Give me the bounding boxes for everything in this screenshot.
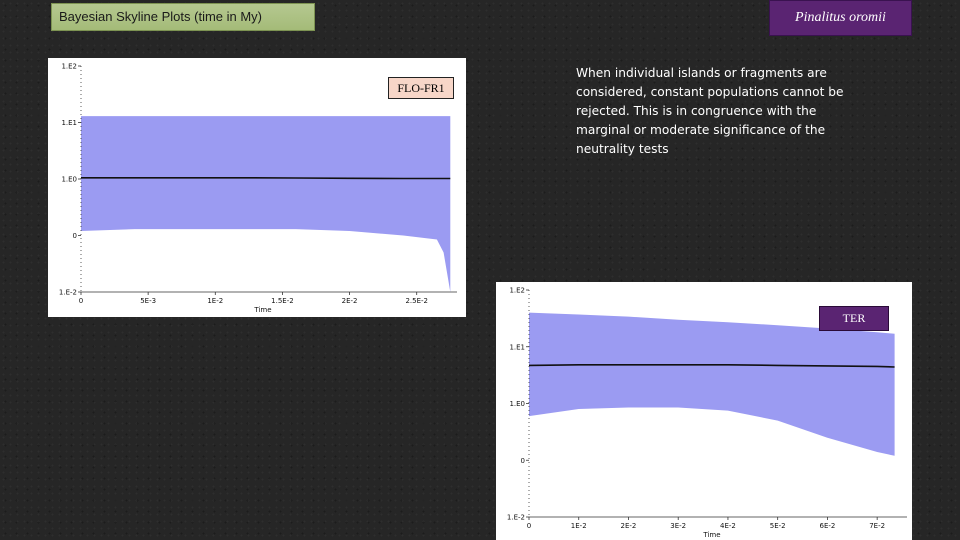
x-tick-label: 0 (79, 297, 83, 305)
y-tick-label: 1.E-2 (59, 289, 77, 297)
chart-tag-ter: TER (819, 306, 889, 331)
x-tick-label: 5E-2 (770, 522, 786, 530)
y-tick-label: 1.E2 (61, 63, 77, 71)
slide-title: Bayesian Skyline Plots (time in My) (51, 3, 315, 31)
y-tick-label: 0 (73, 232, 77, 240)
y-tick-label: 0 (521, 457, 525, 465)
skyline-chart-flo-fr1: 1.E2 1.E1 1.E0 0 1.E-2 0 5E-3 1E-2 1.5E-2 2E-2 2.5… (48, 58, 466, 317)
x-tick-label: 1E-2 (207, 297, 223, 305)
x-axis-label: Time (253, 306, 271, 314)
x-axis-label: Time (702, 531, 720, 539)
median-line (528, 364, 895, 368)
y-tick-label: 1.E1 (509, 343, 525, 351)
y-tick-label: 1.E0 (509, 400, 525, 408)
x-tick-label: 7E-2 (869, 522, 885, 530)
x-tick-label: 2.5E-2 (405, 297, 428, 305)
x-tick-label: 6E-2 (819, 522, 835, 530)
median-line (81, 177, 451, 180)
x-tick-label: 0 (527, 522, 531, 530)
description-text: When individual islands or fragments are… (576, 66, 844, 156)
x-tick-label: 2E-2 (342, 297, 358, 305)
y-tick-label: 1.E0 (61, 176, 77, 184)
confidence-band (81, 116, 451, 292)
species-label: Pinalitus oromii (769, 0, 912, 36)
y-tick-label: 1.E-2 (507, 514, 525, 522)
x-tick-label: 4E-2 (720, 522, 736, 530)
x-tick-label: 3E-2 (670, 522, 686, 530)
confidence-band (529, 312, 895, 456)
chart-tag-flo-fr1: FLO-FR1 (388, 77, 454, 99)
x-tick-label: 1E-2 (571, 522, 587, 530)
y-tick-label: 1.E2 (509, 287, 525, 295)
x-tick-label: 5E-3 (140, 297, 156, 305)
x-tick-label: 1.5E-2 (271, 297, 294, 305)
x-tick-label: 2E-2 (621, 522, 637, 530)
y-tick-label: 1.E1 (61, 119, 77, 127)
